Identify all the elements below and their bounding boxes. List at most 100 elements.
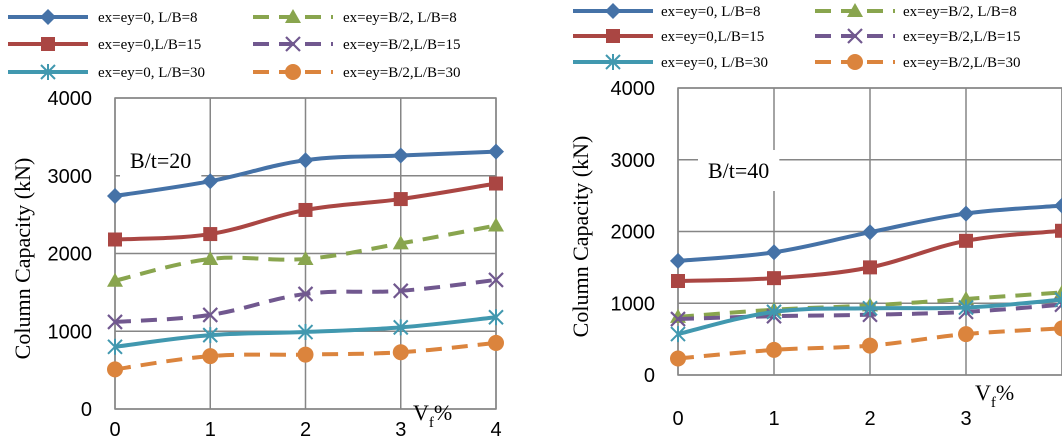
series-4 — [107, 217, 504, 287]
annotation-text: B/t=40 — [708, 158, 769, 183]
data-point — [392, 283, 409, 299]
legend-label: ex=ey=0, L/B=30 — [98, 65, 205, 81]
legend-label: ex=ey=0,L/B=15 — [661, 29, 764, 45]
legend-item: ex=ey=B/2,L/B=15 — [815, 28, 1020, 45]
legend-item: ex=ey=B/2, L/B=8 — [815, 3, 1017, 20]
data-point — [1054, 320, 1062, 337]
annotation: B/t=40 — [698, 150, 780, 191]
series-6 — [670, 320, 1062, 367]
data-point — [1054, 291, 1062, 308]
x-tick-label: 3 — [960, 408, 971, 430]
legend-marker — [41, 37, 55, 51]
data-point — [488, 143, 504, 160]
legend-item: ex=ey=B/2,L/B=15 — [253, 36, 460, 53]
legend-label: ex=ey=0,L/B=15 — [98, 37, 201, 53]
data-point — [107, 272, 123, 287]
data-point — [489, 176, 503, 191]
data-point — [392, 344, 409, 361]
legend-label: ex=ey=B/2,L/B=30 — [903, 55, 1020, 71]
data-point — [766, 341, 782, 358]
x-tick-label: 3 — [395, 419, 406, 441]
data-point — [488, 217, 504, 232]
data-point — [958, 326, 974, 343]
x-axis-label-main: V — [413, 400, 429, 425]
data-point — [670, 252, 686, 269]
series-6 — [107, 334, 504, 378]
data-point — [297, 286, 314, 302]
data-point — [393, 192, 408, 207]
data-point — [958, 290, 974, 305]
legend-item: ex=ey=B/2, L/B=8 — [253, 9, 457, 26]
data-point — [202, 327, 218, 344]
x-axis-label-suffix: % — [996, 380, 1014, 405]
legend-label: ex=ey=B/2,L/B=30 — [343, 65, 460, 81]
legend-item: ex=ey=0, L/B=8 — [8, 9, 198, 26]
legend-label: ex=ey=0, L/B=8 — [98, 10, 198, 26]
legend-item: ex=ey=0, L/B=8 — [573, 3, 761, 20]
legend-item: ex=ey=0, L/B=30 — [8, 64, 205, 81]
y-axis-label: Column Capacity (kN) — [568, 136, 593, 338]
x-tick-label: 0 — [672, 408, 683, 430]
data-point — [298, 202, 313, 217]
x-axis-label-suffix: % — [434, 400, 452, 425]
annotation: B/t=20 — [120, 140, 202, 181]
data-point — [392, 147, 409, 164]
series-3 — [107, 309, 504, 355]
data-point — [959, 233, 973, 248]
data-point — [671, 274, 685, 289]
legend-item: ex=ey=B/2,L/B=30 — [815, 54, 1020, 71]
x-tick-label: 4 — [490, 419, 501, 441]
data-point — [202, 250, 219, 265]
legend-label: ex=ey=0, L/B=30 — [661, 55, 768, 71]
legend-marker — [40, 9, 56, 25]
data-point — [107, 338, 123, 355]
legend-marker — [606, 29, 620, 43]
legend: ex=ey=0, L/B=8 ex=ey=0,L/B=15 ex=ey=0, L/B… — [8, 9, 460, 81]
data-point — [862, 337, 878, 354]
data-point — [392, 235, 409, 250]
legend-marker — [285, 9, 301, 23]
y-tick-label: 2000 — [611, 222, 656, 244]
legend-item: ex=ey=0,L/B=15 — [573, 29, 764, 45]
annotation-text: B/t=20 — [130, 148, 191, 173]
series-5 — [107, 272, 504, 330]
data-point — [958, 299, 974, 316]
data-point — [1054, 197, 1062, 214]
data-point — [488, 272, 504, 288]
legend-marker — [40, 64, 56, 80]
data-point — [766, 303, 782, 320]
data-point — [488, 309, 504, 326]
data-point — [862, 224, 878, 241]
data-point — [297, 324, 314, 341]
legend-item: ex=ey=B/2,L/B=30 — [253, 64, 460, 81]
legend: ex=ey=0, L/B=8 ex=ey=0,L/B=15 ex=ey=0, L/B… — [573, 3, 1020, 71]
x-tick-label: 1 — [768, 408, 779, 430]
chart-panel-2: 0 1000 2000 3000 4000 0 1 2 3 Column Capacity (kN… — [568, 3, 1062, 430]
y-tick-label: 2000 — [48, 244, 93, 266]
data-point — [488, 334, 504, 351]
y-axis-label: Column Capacity (kN) — [10, 158, 35, 360]
series-1 — [670, 197, 1062, 269]
legend-marker — [847, 3, 863, 17]
series-1 — [107, 143, 504, 204]
y-tick-label: 1000 — [611, 293, 656, 315]
x-axis-label-main: V — [975, 380, 991, 405]
x-tick-label: 2 — [300, 419, 311, 441]
y-tick-label: 3000 — [48, 166, 93, 188]
series-3 — [670, 291, 1062, 343]
legend-item: ex=ey=0, L/B=30 — [573, 54, 768, 71]
series-2 — [108, 176, 503, 247]
data-point — [107, 187, 123, 204]
y-tick-label: 3000 — [611, 150, 656, 172]
data-point — [107, 361, 123, 378]
y-tick-label: 1000 — [48, 321, 93, 343]
x-tick-label: 0 — [109, 419, 120, 441]
x-axis-label-subscript: f — [429, 415, 434, 431]
data-point — [862, 300, 878, 317]
data-point — [670, 326, 686, 343]
data-point — [107, 314, 123, 330]
data-point — [958, 205, 974, 222]
legend-marker — [605, 54, 621, 70]
x-axis-label: Vf% — [975, 380, 1014, 411]
